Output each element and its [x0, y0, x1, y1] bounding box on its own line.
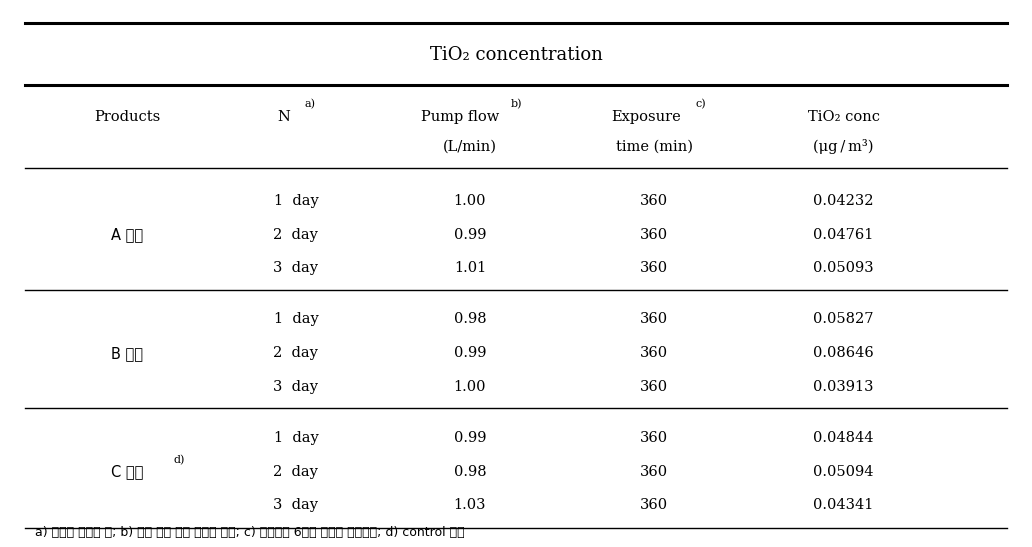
Text: Products: Products [94, 110, 160, 124]
Text: time (min): time (min) [616, 140, 692, 154]
Text: 0.98: 0.98 [454, 312, 486, 327]
Text: 3  day: 3 day [273, 498, 319, 512]
Text: 0.98: 0.98 [454, 465, 486, 479]
Text: 360: 360 [640, 380, 669, 394]
Text: TiO₂ concentration: TiO₂ concentration [429, 46, 603, 65]
Text: N: N [278, 110, 290, 124]
Text: Pump flow: Pump flow [421, 110, 498, 124]
Text: c): c) [696, 99, 706, 109]
Text: 360: 360 [640, 312, 669, 327]
Text: a): a) [304, 99, 315, 109]
Text: 1.00: 1.00 [454, 194, 486, 208]
Text: 3  day: 3 day [273, 380, 319, 394]
Text: 360: 360 [640, 261, 669, 275]
Text: 1  day: 1 day [273, 312, 318, 327]
Text: 2  day: 2 day [273, 465, 318, 479]
Text: 2  day: 2 day [273, 346, 318, 360]
Text: 0.04232: 0.04232 [813, 194, 874, 208]
Text: 0.08646: 0.08646 [813, 346, 874, 360]
Text: 0.04341: 0.04341 [813, 498, 874, 512]
Text: 0.04844: 0.04844 [813, 431, 874, 445]
Text: 3  day: 3 day [273, 261, 319, 275]
Text: 0.99: 0.99 [454, 431, 486, 445]
Text: Exposure: Exposure [611, 110, 681, 124]
Text: 1.00: 1.00 [454, 380, 486, 394]
Text: d): d) [173, 455, 185, 465]
Text: 360: 360 [640, 228, 669, 242]
Text: 0.03913: 0.03913 [813, 380, 874, 394]
Text: 360: 360 [640, 194, 669, 208]
Text: 0.04761: 0.04761 [813, 228, 874, 242]
Text: 0.05094: 0.05094 [813, 465, 874, 479]
Text: 2  day: 2 day [273, 228, 318, 242]
Text: 360: 360 [640, 431, 669, 445]
Text: (μg / m³): (μg / m³) [813, 139, 874, 154]
Text: 360: 360 [640, 465, 669, 479]
Text: A 제품: A 제품 [111, 227, 143, 242]
Text: 0.05827: 0.05827 [813, 312, 874, 327]
Text: 1  day: 1 day [273, 431, 318, 445]
Text: C 제품: C 제품 [110, 464, 143, 479]
Text: 360: 360 [640, 498, 669, 512]
Text: (L/min): (L/min) [443, 140, 497, 154]
Text: 1  day: 1 day [273, 194, 318, 208]
Text: 0.99: 0.99 [454, 228, 486, 242]
Text: 1.01: 1.01 [454, 261, 486, 275]
Text: 0.05093: 0.05093 [813, 261, 874, 275]
Text: b): b) [511, 99, 522, 109]
Text: 360: 360 [640, 346, 669, 360]
Text: a) 측정한 경우의 수; b) 측정 전과 후의 펜프의 보정; c) 노출하는 6시간 동안의 측정시간; d) control 제품: a) 측정한 경우의 수; b) 측정 전과 후의 펜프의 보정; c) 노출하… [35, 526, 464, 539]
Text: B 제품: B 제품 [111, 346, 143, 360]
Text: TiO₂ conc: TiO₂ conc [808, 110, 879, 124]
Text: 0.99: 0.99 [454, 346, 486, 360]
Text: 1.03: 1.03 [454, 498, 486, 512]
